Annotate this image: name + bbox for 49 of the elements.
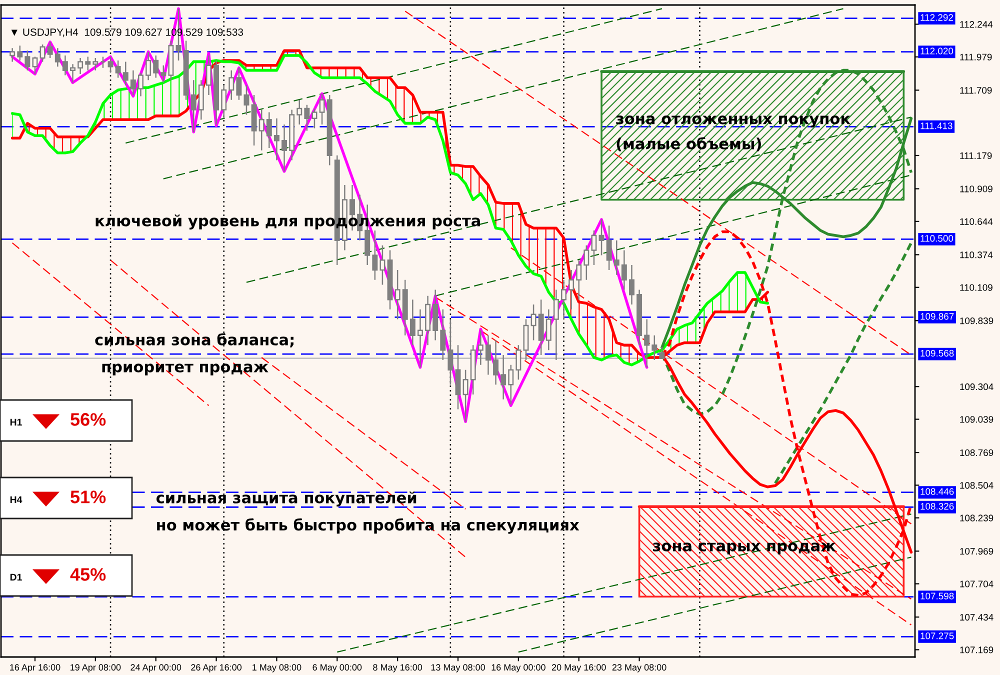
x-tick-label: 16 May 00:00 bbox=[492, 664, 546, 672]
x-tick-label: 13 May 08:00 bbox=[431, 664, 485, 672]
ref-line-label: 109.867 bbox=[920, 313, 954, 320]
x-tick-label: 19 Apr 08:00 bbox=[70, 664, 121, 672]
y-tick-label: 109.839 bbox=[960, 317, 994, 324]
x-tick-label: 24 Apr 00:00 bbox=[130, 664, 182, 672]
annotation: приоритет продаж bbox=[102, 364, 268, 376]
y-tick-label: 107.969 bbox=[960, 548, 994, 555]
x-tick-label: 8 May 16:00 bbox=[373, 664, 422, 672]
x-tick-label: 20 May 16:00 bbox=[552, 664, 606, 672]
x-tick-label: 6 May 00:00 bbox=[312, 664, 362, 672]
annotation: D1 bbox=[10, 574, 22, 581]
x-tick-label: 16 Apr 16:00 bbox=[10, 664, 60, 672]
annotation: 51% bbox=[70, 490, 106, 504]
annotation: H1 bbox=[10, 418, 22, 426]
ref-line-label: 110.500 bbox=[920, 235, 954, 242]
y-tick-label: 110.909 bbox=[960, 186, 992, 192]
annotation: сильная зона баланса; bbox=[95, 333, 294, 348]
annotation: 45% bbox=[70, 568, 106, 581]
y-tick-label: 110.374 bbox=[960, 252, 993, 258]
y-tick-label: 112.244 bbox=[960, 21, 993, 28]
y-tick-label: 109.304 bbox=[960, 383, 994, 390]
y-tick-label: 110.644 bbox=[960, 218, 993, 225]
y-tick-label: 108.239 bbox=[960, 514, 994, 522]
y-tick-label: 108.504 bbox=[960, 482, 994, 489]
ref-line-label: 111.413 bbox=[920, 122, 952, 130]
ref-line-label: 112.292 bbox=[920, 14, 953, 21]
ref-line-label: 112.020 bbox=[920, 48, 954, 54]
x-tick-label: 23 May 08:00 bbox=[612, 664, 666, 672]
y-tick-label: 111.979 bbox=[960, 54, 992, 60]
annotation: но может быть быстро пробита на спекуляциях bbox=[157, 518, 580, 534]
y-tick-label: 107.169 bbox=[960, 646, 994, 654]
annotation: H4 bbox=[10, 496, 22, 504]
y-tick-label: 108.769 bbox=[960, 449, 994, 456]
y-tick-label: 107.434 bbox=[960, 614, 994, 621]
y-tick-label: 111.179 bbox=[960, 152, 992, 160]
y-tick-label: 107.704 bbox=[960, 580, 994, 588]
ref-line-label: 107.275 bbox=[920, 632, 954, 640]
ref-line-label: 107.598 bbox=[920, 592, 954, 600]
ref-line-label: 108.326 bbox=[920, 502, 954, 510]
ref-line-label: 108.446 bbox=[920, 488, 954, 495]
y-tick-label: 111.709 bbox=[960, 86, 992, 94]
y-tick-label: 109.039 bbox=[960, 416, 994, 423]
x-tick-label: 26 Apr 16:00 bbox=[191, 664, 242, 672]
y-tick-label: 110.109 bbox=[960, 284, 992, 291]
annotation: 56% bbox=[70, 413, 106, 426]
annotation: сильная защита покупателей bbox=[156, 492, 416, 506]
ref-line-label: 109.568 bbox=[920, 350, 954, 357]
x-tick-label: 1 May 08:00 bbox=[252, 664, 302, 672]
